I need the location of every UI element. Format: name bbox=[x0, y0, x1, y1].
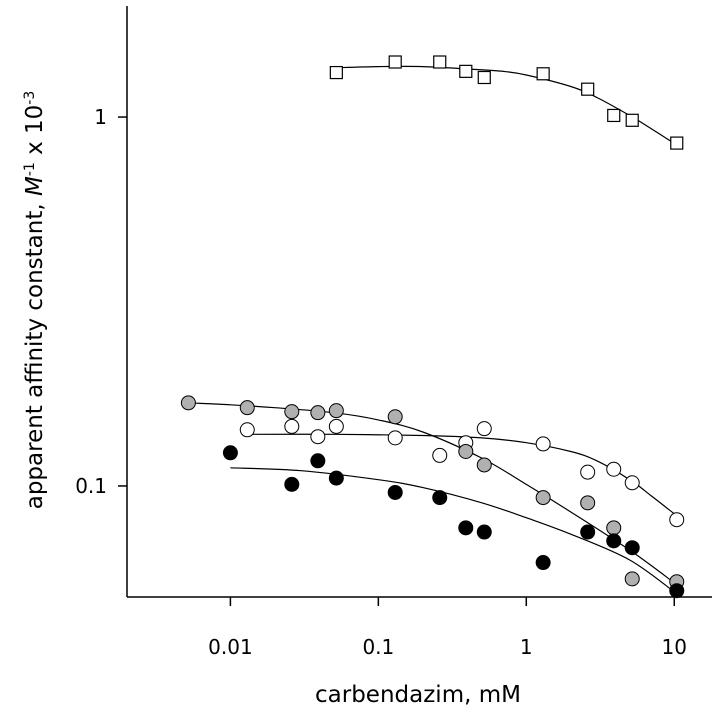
data-point-circle-gray bbox=[624, 571, 640, 587]
data-point-circle-open bbox=[328, 418, 344, 434]
data-point-circle-gray bbox=[284, 404, 300, 420]
data-point-circle-filled bbox=[284, 476, 300, 492]
axes bbox=[126, 6, 712, 598]
data-point-circle-filled bbox=[310, 453, 326, 469]
data-point-circle-gray bbox=[476, 457, 492, 473]
data-point-circle-open bbox=[624, 475, 640, 491]
data-point-square bbox=[433, 55, 447, 69]
data-point-square bbox=[670, 136, 684, 150]
data-point-circle-open bbox=[580, 464, 596, 480]
data-point-circle-filled bbox=[624, 540, 640, 556]
data-point-square bbox=[625, 113, 639, 127]
data-point-circle-filled bbox=[580, 524, 596, 540]
x-tick-label: 0.01 bbox=[208, 635, 253, 659]
data-point-square bbox=[477, 70, 491, 85]
y-axis-title-m: M bbox=[22, 176, 48, 196]
data-point-circle-open bbox=[476, 421, 492, 437]
data-point-circle-open bbox=[432, 447, 448, 463]
data-point-circle-gray bbox=[180, 395, 196, 411]
data-point-circle-gray bbox=[239, 400, 255, 416]
data-point-circle-filled bbox=[458, 520, 474, 536]
x-tick-label: 10 bbox=[662, 635, 687, 659]
data-point-square bbox=[581, 82, 595, 96]
x-tick-label: 1 bbox=[520, 635, 533, 659]
data-point-circle-filled bbox=[222, 445, 238, 461]
data-point-square bbox=[536, 67, 550, 81]
data-point-circle-open bbox=[284, 418, 300, 434]
y-tick-label: 1 bbox=[94, 105, 107, 129]
y-axis-title: apparent affinity constant, M-1 x 10-3 bbox=[22, 91, 48, 510]
fit-curve-square-open bbox=[333, 65, 678, 146]
data-point-circle-gray bbox=[606, 520, 622, 536]
x-axis-title: carbendazim, mM bbox=[315, 682, 521, 708]
data-point-circle-open bbox=[669, 512, 685, 528]
data-point-circle-gray bbox=[580, 495, 596, 511]
data-point-circle-filled bbox=[328, 470, 344, 486]
data-point-circle-filled bbox=[387, 484, 403, 500]
data-point-circle-filled bbox=[535, 555, 551, 571]
data-point-circle-filled bbox=[476, 524, 492, 540]
data-point-square bbox=[459, 64, 473, 78]
data-point-circle-filled bbox=[669, 583, 685, 599]
data-point-circle-gray bbox=[387, 409, 403, 425]
data-point-square bbox=[388, 55, 402, 69]
data-point-circle-open bbox=[606, 461, 622, 477]
data-point-circle-open bbox=[310, 429, 326, 445]
fit-curves bbox=[188, 65, 678, 595]
y-tick-label: 0.1 bbox=[75, 474, 107, 498]
fit-curve-circle-gray bbox=[188, 402, 678, 586]
ticks: 0.01 0.1 1 10 0.1 1 bbox=[75, 105, 687, 659]
y-axis-title-sup1: -1 bbox=[22, 162, 38, 176]
data-point-circle-filled bbox=[606, 533, 622, 549]
y-axis-title-part2: x 10 bbox=[22, 105, 48, 163]
x-tick-label: 0.1 bbox=[362, 635, 394, 659]
fit-curve-circle-filled bbox=[230, 467, 678, 595]
data-point-circle-gray bbox=[328, 403, 344, 419]
y-axis-title-part1: apparent affinity constant, bbox=[22, 196, 48, 509]
data-point-circle-filled bbox=[432, 490, 448, 506]
data-point-circle-open bbox=[535, 436, 551, 452]
data-markers bbox=[180, 55, 685, 599]
data-point-square bbox=[607, 108, 621, 123]
y-axis-title-sup2: -3 bbox=[22, 91, 38, 105]
data-point-circle-open bbox=[387, 430, 403, 446]
data-point-circle-gray bbox=[310, 405, 326, 421]
data-point-circle-gray bbox=[458, 443, 474, 459]
data-point-circle-open bbox=[239, 422, 255, 438]
data-point-circle-gray bbox=[535, 490, 551, 506]
data-point-square bbox=[329, 65, 343, 80]
